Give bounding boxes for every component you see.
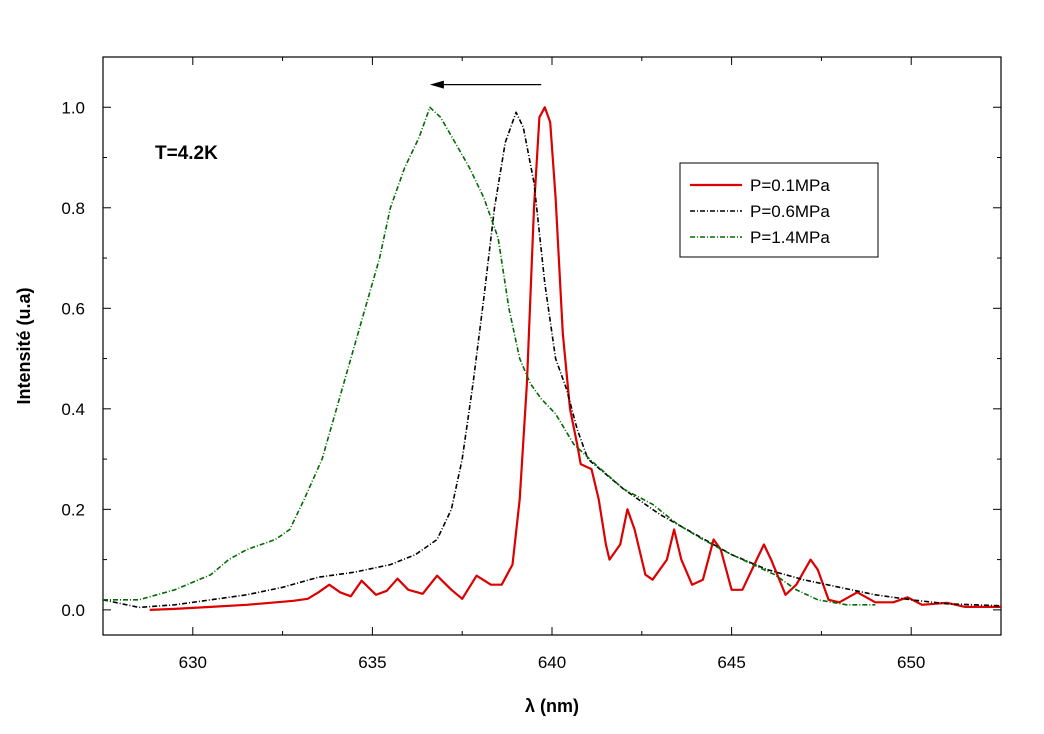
axis-ticks bbox=[102, 56, 1002, 635]
temperature-annotation: T=4.2K bbox=[155, 143, 218, 164]
arrow-head bbox=[429, 80, 444, 89]
y-tick-label: 0.4 bbox=[61, 400, 85, 419]
y-tick-label: 0.6 bbox=[61, 299, 85, 318]
x-tick-label: 630 bbox=[179, 653, 207, 672]
y-tick-label: 0.8 bbox=[61, 199, 85, 218]
y-tick-label: 0.0 bbox=[61, 601, 85, 620]
x-tick-label: 640 bbox=[538, 653, 566, 672]
legend-label-series-3: P=1.4MPa bbox=[750, 228, 830, 247]
y-tick-label: 1.0 bbox=[61, 98, 85, 117]
legend-label-series-2: P=0.6MPa bbox=[750, 202, 830, 221]
legend-label-series-1: P=0.1MPa bbox=[750, 176, 830, 195]
series-line-3 bbox=[103, 106, 876, 606]
legend-box bbox=[679, 162, 879, 258]
x-tick-label: 645 bbox=[717, 653, 745, 672]
series-line-2 bbox=[102, 111, 1002, 609]
series-line-1 bbox=[149, 106, 1001, 611]
series-layer bbox=[102, 106, 1002, 611]
x-tick-label: 650 bbox=[897, 653, 925, 672]
shift-arrow bbox=[429, 80, 542, 89]
x-axis-title: λ (nm) bbox=[525, 696, 579, 716]
y-axis-title: Intensité (u.a) bbox=[14, 287, 34, 404]
y-tick-labels: 0.0 0.2 0.4 0.6 0.8 1.0 bbox=[61, 98, 85, 620]
x-tick-labels: 630 635 640 645 650 bbox=[179, 653, 926, 672]
legend: P=0.1MPa P=0.6MPa P=1.4MPa bbox=[679, 162, 879, 258]
y-tick-label: 0.2 bbox=[61, 500, 85, 519]
x-tick-label: 635 bbox=[358, 653, 386, 672]
